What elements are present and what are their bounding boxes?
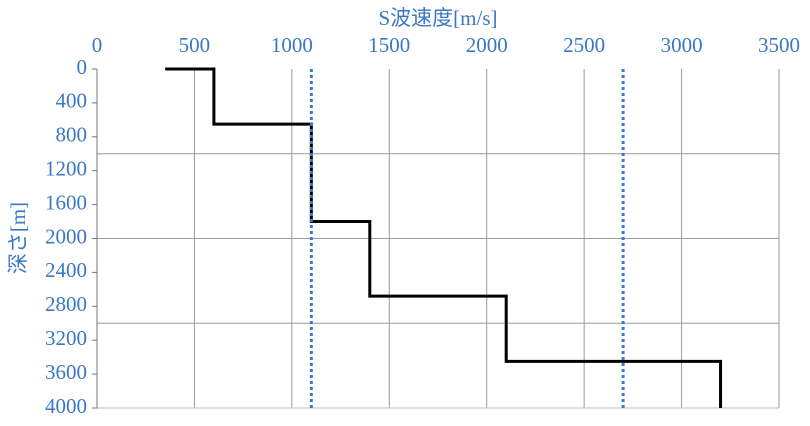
x-tick-label: 500: [179, 33, 211, 57]
x-tick-label: 2500: [563, 33, 605, 57]
x-tick-label: 3500: [758, 33, 800, 57]
y-tick-label: 2800: [45, 292, 87, 316]
y-tick-label: 1200: [45, 157, 87, 181]
y-tick-label: 0: [77, 55, 88, 79]
y-axis-label: 深さ[m]: [6, 202, 30, 274]
y-tick-label: 2000: [45, 224, 87, 248]
y-tick-label: 3600: [45, 360, 87, 384]
x-tick-label: 3000: [661, 33, 703, 57]
y-tick-label: 3200: [45, 326, 87, 350]
y-tick-label: 400: [56, 89, 88, 113]
data-line: [165, 67, 723, 408]
y-tick-label: 1600: [45, 190, 87, 214]
y-tick-label: 2400: [45, 258, 87, 282]
x-tick-label: 1000: [271, 33, 313, 57]
x-axis-label: S波速度[m/s]: [378, 6, 497, 30]
y-tick-label: 800: [56, 123, 88, 147]
x-tick-label: 0: [92, 33, 103, 57]
y-tick-label: 4000: [45, 394, 87, 418]
x-tick-label: 2000: [466, 33, 508, 57]
x-tick-label: 1500: [368, 33, 410, 57]
